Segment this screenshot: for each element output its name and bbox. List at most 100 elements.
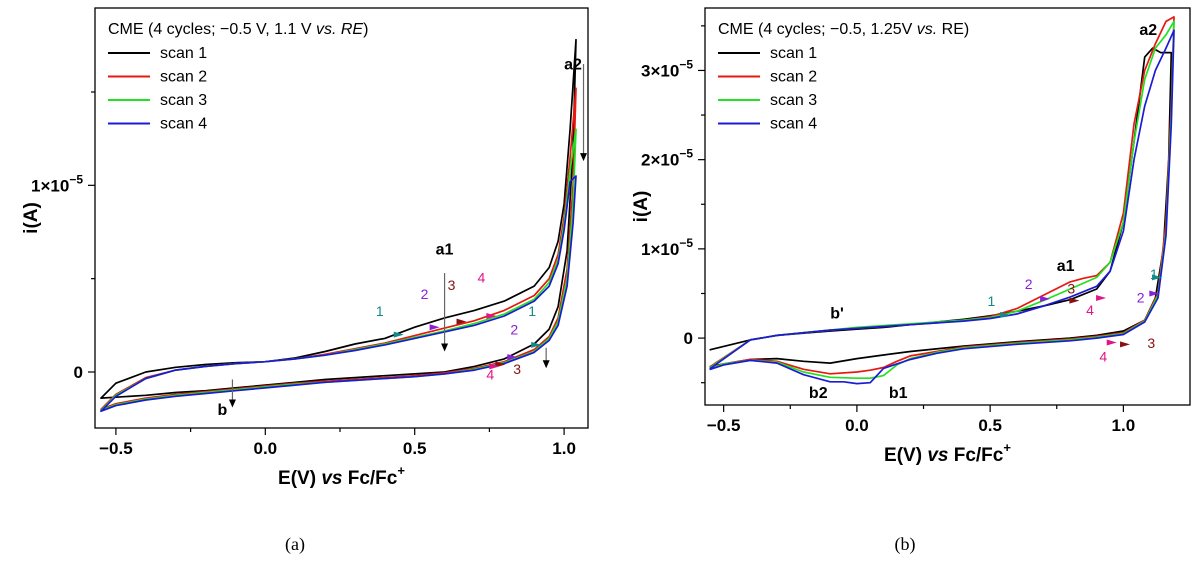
direction-marker xyxy=(1040,295,1051,302)
y-tick-label: 3×10−5 xyxy=(641,57,693,80)
caption-b: (b) xyxy=(895,534,916,555)
x-axis-label-part: E(V) xyxy=(278,468,321,489)
legend-title-part: vs. xyxy=(917,21,937,38)
scan-number-label: 1 xyxy=(528,303,536,319)
x-axis-label-part: Fc/Fc xyxy=(948,445,1003,466)
peak-label: a2 xyxy=(1139,22,1157,39)
y-tick-exponent: −5 xyxy=(69,172,83,186)
x-tick-label: 1.0 xyxy=(552,439,576,458)
direction-marker xyxy=(429,324,440,331)
x-axis-label-part: vs xyxy=(927,445,948,466)
x-axis-label-part: Fc/Fc xyxy=(342,468,397,489)
y-tick-mantissa: 1×10 xyxy=(641,240,679,259)
y-tick-mantissa: 2×10 xyxy=(641,151,679,170)
direction-marker xyxy=(1120,341,1131,348)
legend-label-scan-2: scan 2 xyxy=(160,69,207,86)
legend-title-part: ) xyxy=(363,21,368,38)
legend-title-part: CME (4 cycles; −0.5, 1.25V xyxy=(718,21,917,38)
legend-title-part: vs. RE xyxy=(316,21,363,38)
legend-title-part: CME (4 cycles; −0.5 V, 1.1 V xyxy=(108,21,316,38)
y-axis-label: i(A) xyxy=(21,202,42,234)
direction-marker xyxy=(393,331,404,338)
panel-a: −0.5 0.0 0.5 1.0 0 1×10−5 E(V) vs Fc/Fc+ i(A) a2… xyxy=(21,7,589,489)
series-line-scan-4 xyxy=(709,29,1175,385)
legend-title: CME (4 cycles; −0.5, 1.25V vs. RE) xyxy=(718,21,969,38)
y-tick-exponent: −5 xyxy=(679,236,693,250)
scan-number-label: 3 xyxy=(448,277,456,293)
x-axis-label: E(V) vs Fc/Fc+ xyxy=(884,440,1011,466)
peak-label: a1 xyxy=(436,241,454,258)
y-tick-label: 1×10−5 xyxy=(31,172,83,195)
caption-a: (a) xyxy=(285,534,305,555)
legend-title-part: RE) xyxy=(937,21,969,38)
direction-marker xyxy=(1000,311,1011,318)
y-tick-mantissa: 1×10 xyxy=(31,176,69,195)
series-line-scan-4 xyxy=(100,175,577,413)
direction-marker xyxy=(1096,294,1107,301)
scan-number-label: 4 xyxy=(486,366,494,382)
peak-label: b' xyxy=(830,305,844,322)
series-line-scan-3 xyxy=(709,20,1175,380)
guide-arrow-head xyxy=(580,153,588,162)
y-tick-exponent: −5 xyxy=(679,57,693,71)
peak-label: a2 xyxy=(564,57,582,74)
y-tick-label: 0 xyxy=(74,363,83,382)
scan-number-label: 4 xyxy=(1099,348,1107,364)
y-tick-mantissa: 3×10 xyxy=(641,61,679,80)
scan-number-label: 2 xyxy=(510,322,518,338)
scan-number-label: 3 xyxy=(513,361,521,377)
guide-arrow-head xyxy=(228,399,236,408)
scan-number-label: 4 xyxy=(1086,302,1094,318)
y-tick-mantissa: 0 xyxy=(684,329,693,348)
direction-marker xyxy=(456,318,467,325)
plot-frame xyxy=(94,7,589,429)
panel-b: −0.5 0.0 0.5 1.001×10−52×10−53×10−5E(V) vs … xyxy=(631,7,1191,466)
direction-marker xyxy=(1106,339,1117,346)
scan-number-label: 1 xyxy=(1150,266,1158,282)
direction-marker xyxy=(1149,290,1160,297)
plot-frame xyxy=(704,7,1191,406)
legend-label-scan-3: scan 3 xyxy=(770,92,817,109)
y-tick-label: 0 xyxy=(684,329,693,348)
y-axis-label: i(A) xyxy=(631,191,652,223)
scan-number-label: 2 xyxy=(1025,276,1033,292)
scan-number-label: 3 xyxy=(1067,280,1075,296)
y-tick-exponent: −5 xyxy=(679,147,693,161)
x-axis-label-part: + xyxy=(1003,440,1011,455)
legend-label-scan-1: scan 1 xyxy=(160,45,207,62)
peak-label: b xyxy=(218,402,228,419)
x-tick-label: 0.5 xyxy=(978,416,1002,435)
x-axis-label-part: vs xyxy=(321,468,342,489)
legend-label-scan-4: scan 4 xyxy=(770,116,817,133)
peak-label: a1 xyxy=(1057,258,1075,275)
guide-arrow-head xyxy=(542,360,550,369)
legend-title: CME (4 cycles; −0.5 V, 1.1 V vs. RE) xyxy=(108,21,368,38)
legend-label-scan-1: scan 1 xyxy=(770,45,817,62)
y-tick-label: 2×10−5 xyxy=(641,147,693,170)
x-axis-label-part: E(V) xyxy=(884,445,927,466)
legend-label-scan-2: scan 2 xyxy=(770,69,817,86)
peak-label: b2 xyxy=(809,385,828,402)
y-tick-mantissa: 0 xyxy=(74,363,83,382)
scan-number-label: 3 xyxy=(1147,335,1155,351)
legend-label-scan-3: scan 3 xyxy=(160,92,207,109)
x-tick-label: −0.5 xyxy=(99,439,133,458)
x-tick-label: 0.0 xyxy=(253,439,277,458)
x-tick-label: 1.0 xyxy=(1112,416,1136,435)
scan-number-label: 1 xyxy=(987,293,995,309)
legend-label-scan-4: scan 4 xyxy=(160,116,207,133)
x-tick-label: 0.0 xyxy=(845,416,869,435)
scan-number-label: 4 xyxy=(477,269,485,285)
direction-marker xyxy=(486,313,497,319)
x-tick-label: −0.5 xyxy=(707,416,741,435)
direction-marker xyxy=(507,354,518,361)
y-tick-label: 1×10−5 xyxy=(641,236,693,259)
direction-marker xyxy=(531,341,542,348)
x-axis-label-part: + xyxy=(397,463,405,478)
direction-marker xyxy=(1152,274,1163,281)
scan-number-label: 2 xyxy=(1137,289,1145,305)
direction-marker xyxy=(1069,297,1080,304)
peak-label: b1 xyxy=(889,385,908,402)
scan-number-label: 1 xyxy=(376,303,384,319)
